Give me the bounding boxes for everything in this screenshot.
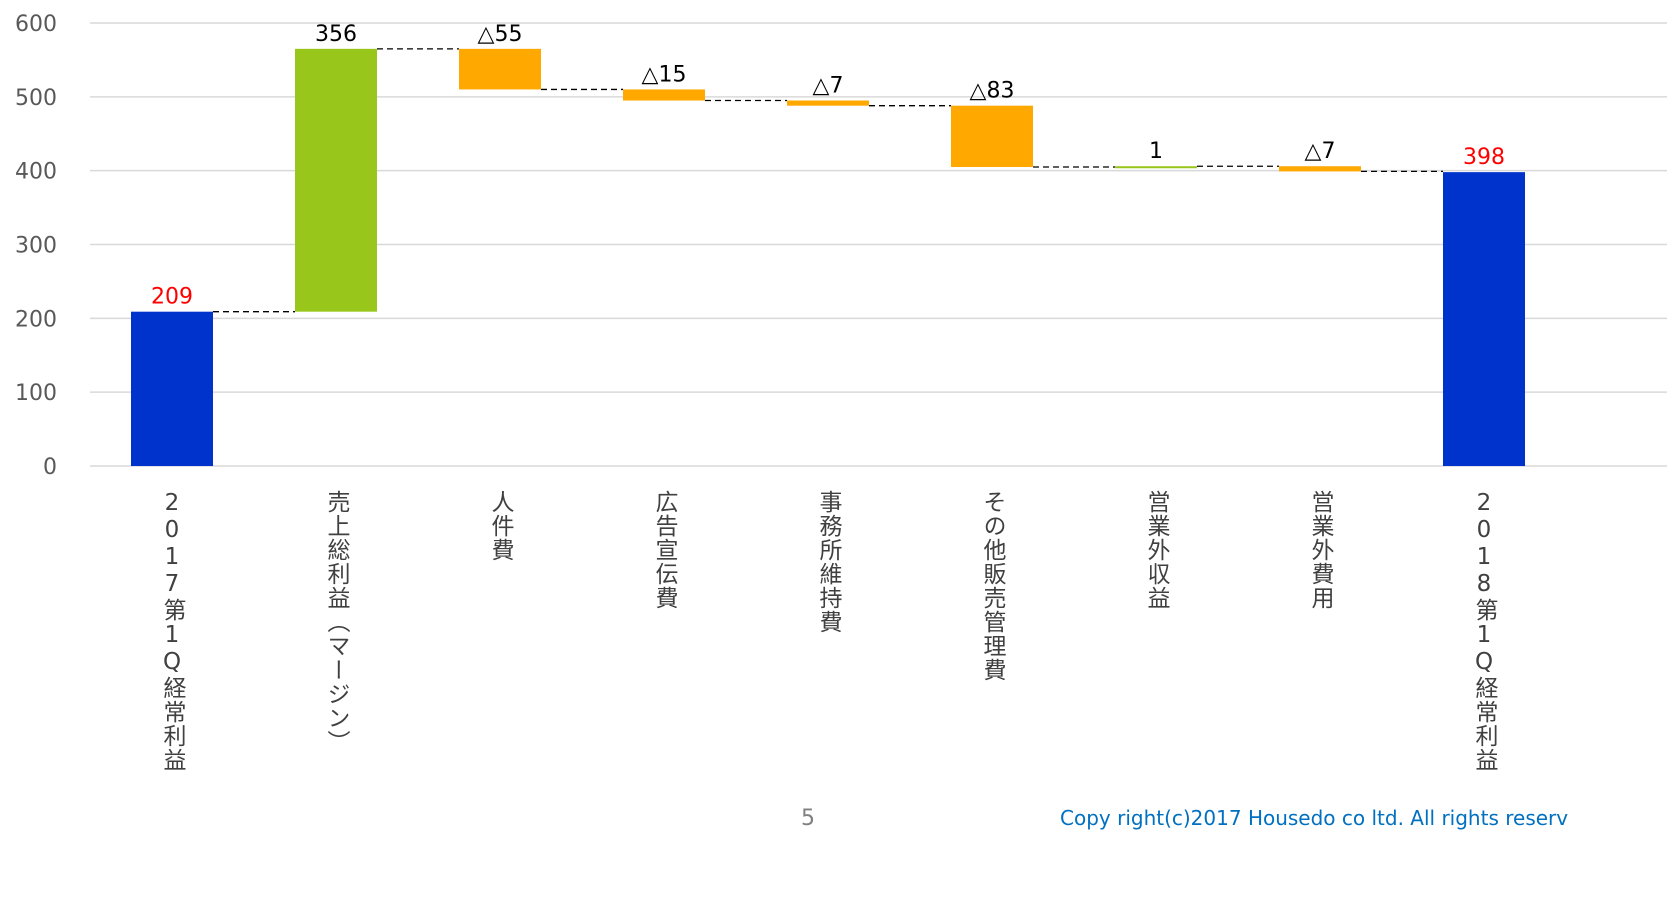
value-label: 356 [315,22,357,47]
x-tick-label: 営業外収益 [1143,490,1171,610]
bar [131,311,213,466]
y-tick-label: 500 [15,86,57,111]
value-label: 209 [151,285,193,310]
y-tick-label: 100 [15,381,57,406]
y-tick-label: 200 [15,307,57,332]
bar [1279,166,1361,172]
x-tick-label: 人件費 [487,490,515,562]
x-tick-label: 事務所維持費 [815,490,843,634]
value-label: △83 [970,79,1015,104]
copyright: Copy right(c)2017 Housedo co ltd. All ri… [1060,806,1568,830]
bar [459,48,541,90]
y-tick-label: 0 [43,455,57,480]
value-label: △7 [1305,139,1336,164]
y-tick-label: 300 [15,234,57,259]
bar [623,89,705,101]
value-label: 1 [1149,139,1163,164]
x-tick-label: その他販売管理費 [979,490,1007,682]
y-tick-label: 600 [15,12,57,37]
bar [1115,166,1197,169]
x-tick-label: 2018第1Q経常利益 [1471,490,1499,772]
x-tick-label: 2017第1Q経常利益 [159,490,187,772]
x-tick-label: 広告宣伝費 [651,490,679,610]
bar [1443,172,1525,467]
value-label: △15 [642,62,687,87]
value-label: △55 [478,22,523,47]
page-number: 5 [801,806,815,831]
x-tick-label: 売上総利益（マージン） [323,490,351,754]
bar [787,100,869,106]
bar [295,48,377,312]
bar [951,105,1033,167]
x-tick-label: 営業外費用 [1307,490,1335,610]
value-label: 398 [1463,145,1505,170]
value-label: △7 [813,74,844,99]
y-tick-label: 400 [15,160,57,185]
